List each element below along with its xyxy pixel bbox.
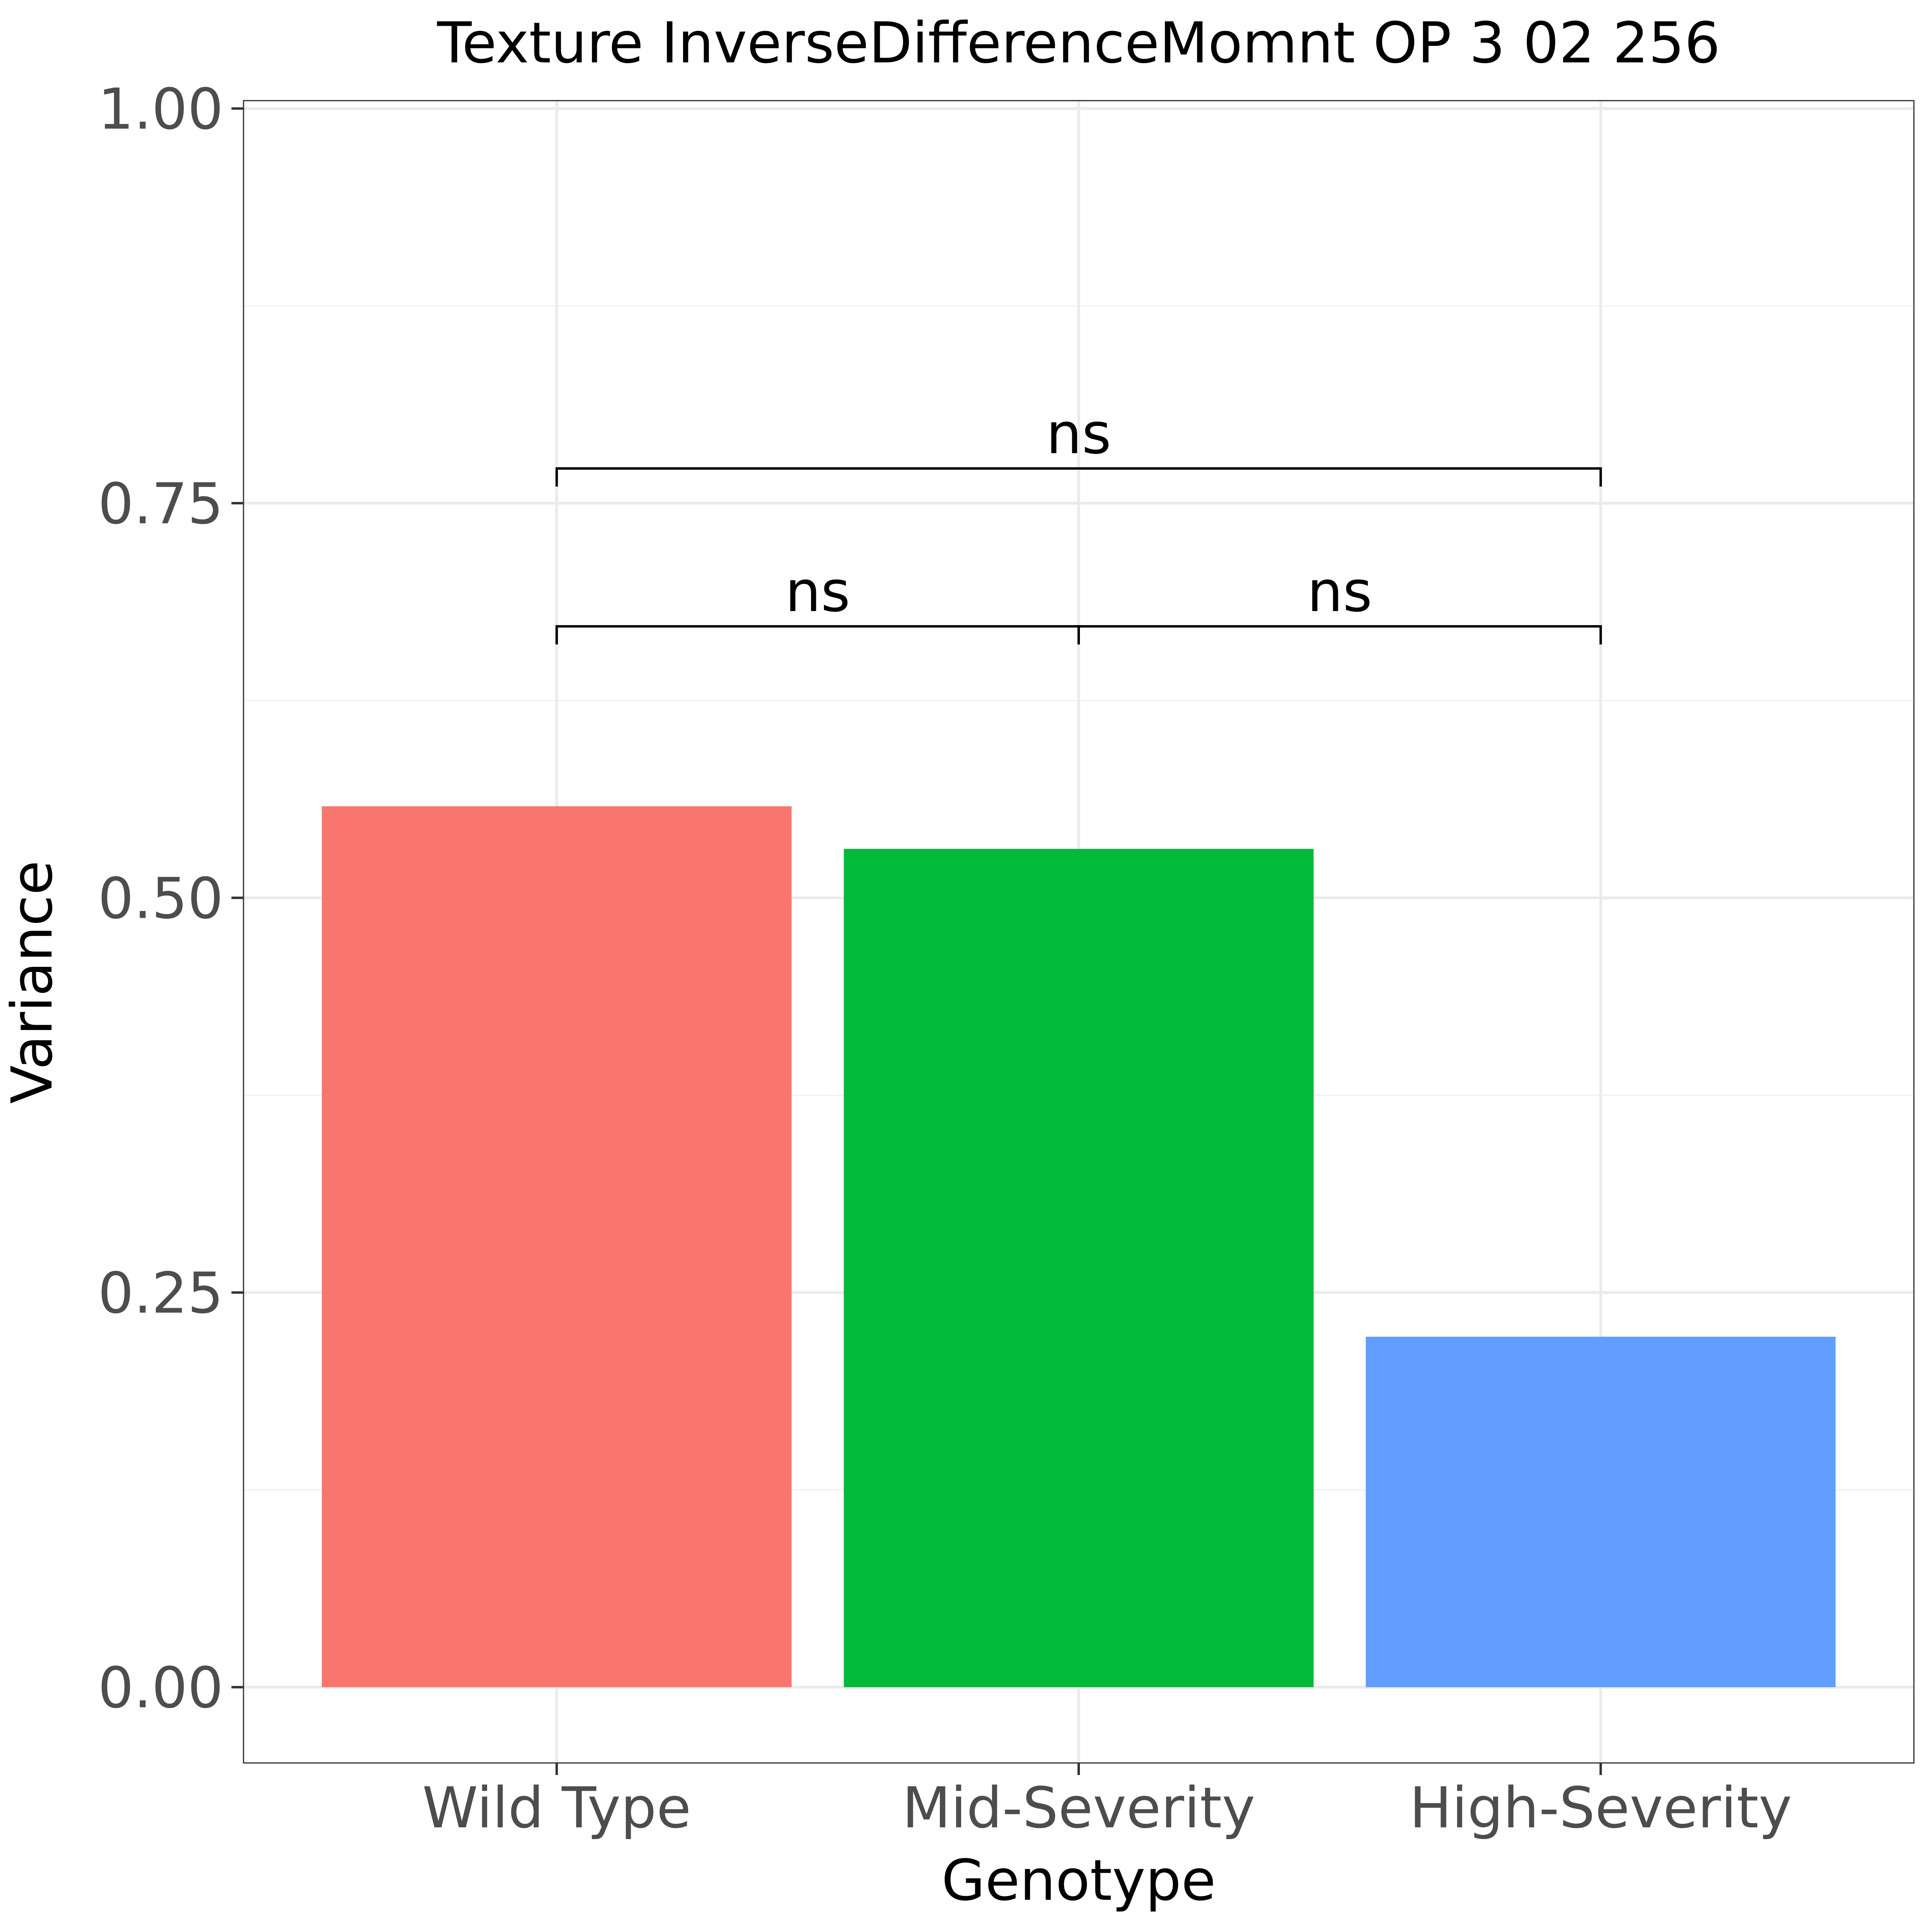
comparison-label: ns	[785, 559, 850, 625]
y-axis-title: Variance	[0, 861, 65, 1104]
bar-high-severity	[1366, 1337, 1836, 1687]
y-tick-label: 0.25	[98, 1261, 223, 1326]
comparison-label: ns	[1046, 401, 1111, 467]
x-tick-label: High-Severity	[1410, 1775, 1792, 1841]
comparison-bracket	[555, 625, 1080, 645]
axes: 0.00 0.25 0.50 0.75 1.00 Wild Type Mid-Severit…	[98, 77, 1792, 1841]
significance-brackets: ns ns ns	[555, 401, 1602, 645]
comparison-label: ns	[1307, 559, 1373, 625]
y-tick-label: 0.75	[98, 471, 223, 537]
y-tick-label: 0.00	[98, 1655, 223, 1721]
comparison-bracket	[555, 467, 1602, 487]
y-tick-label: 1.00	[98, 77, 223, 142]
x-tick-label: Wild Type	[422, 1775, 691, 1841]
bar-mid-severity	[844, 849, 1314, 1687]
bars	[322, 806, 1836, 1687]
chart-title: Texture InverseDifferenceMomnt OP 3 02 2…	[437, 10, 1720, 76]
x-tick-label: Mid-Severity	[902, 1775, 1255, 1841]
comparison-bracket	[1077, 625, 1602, 645]
bar-wild-type	[322, 806, 792, 1687]
y-tick-label: 0.50	[98, 866, 223, 932]
x-axis-title: Genotype	[941, 1848, 1216, 1913]
